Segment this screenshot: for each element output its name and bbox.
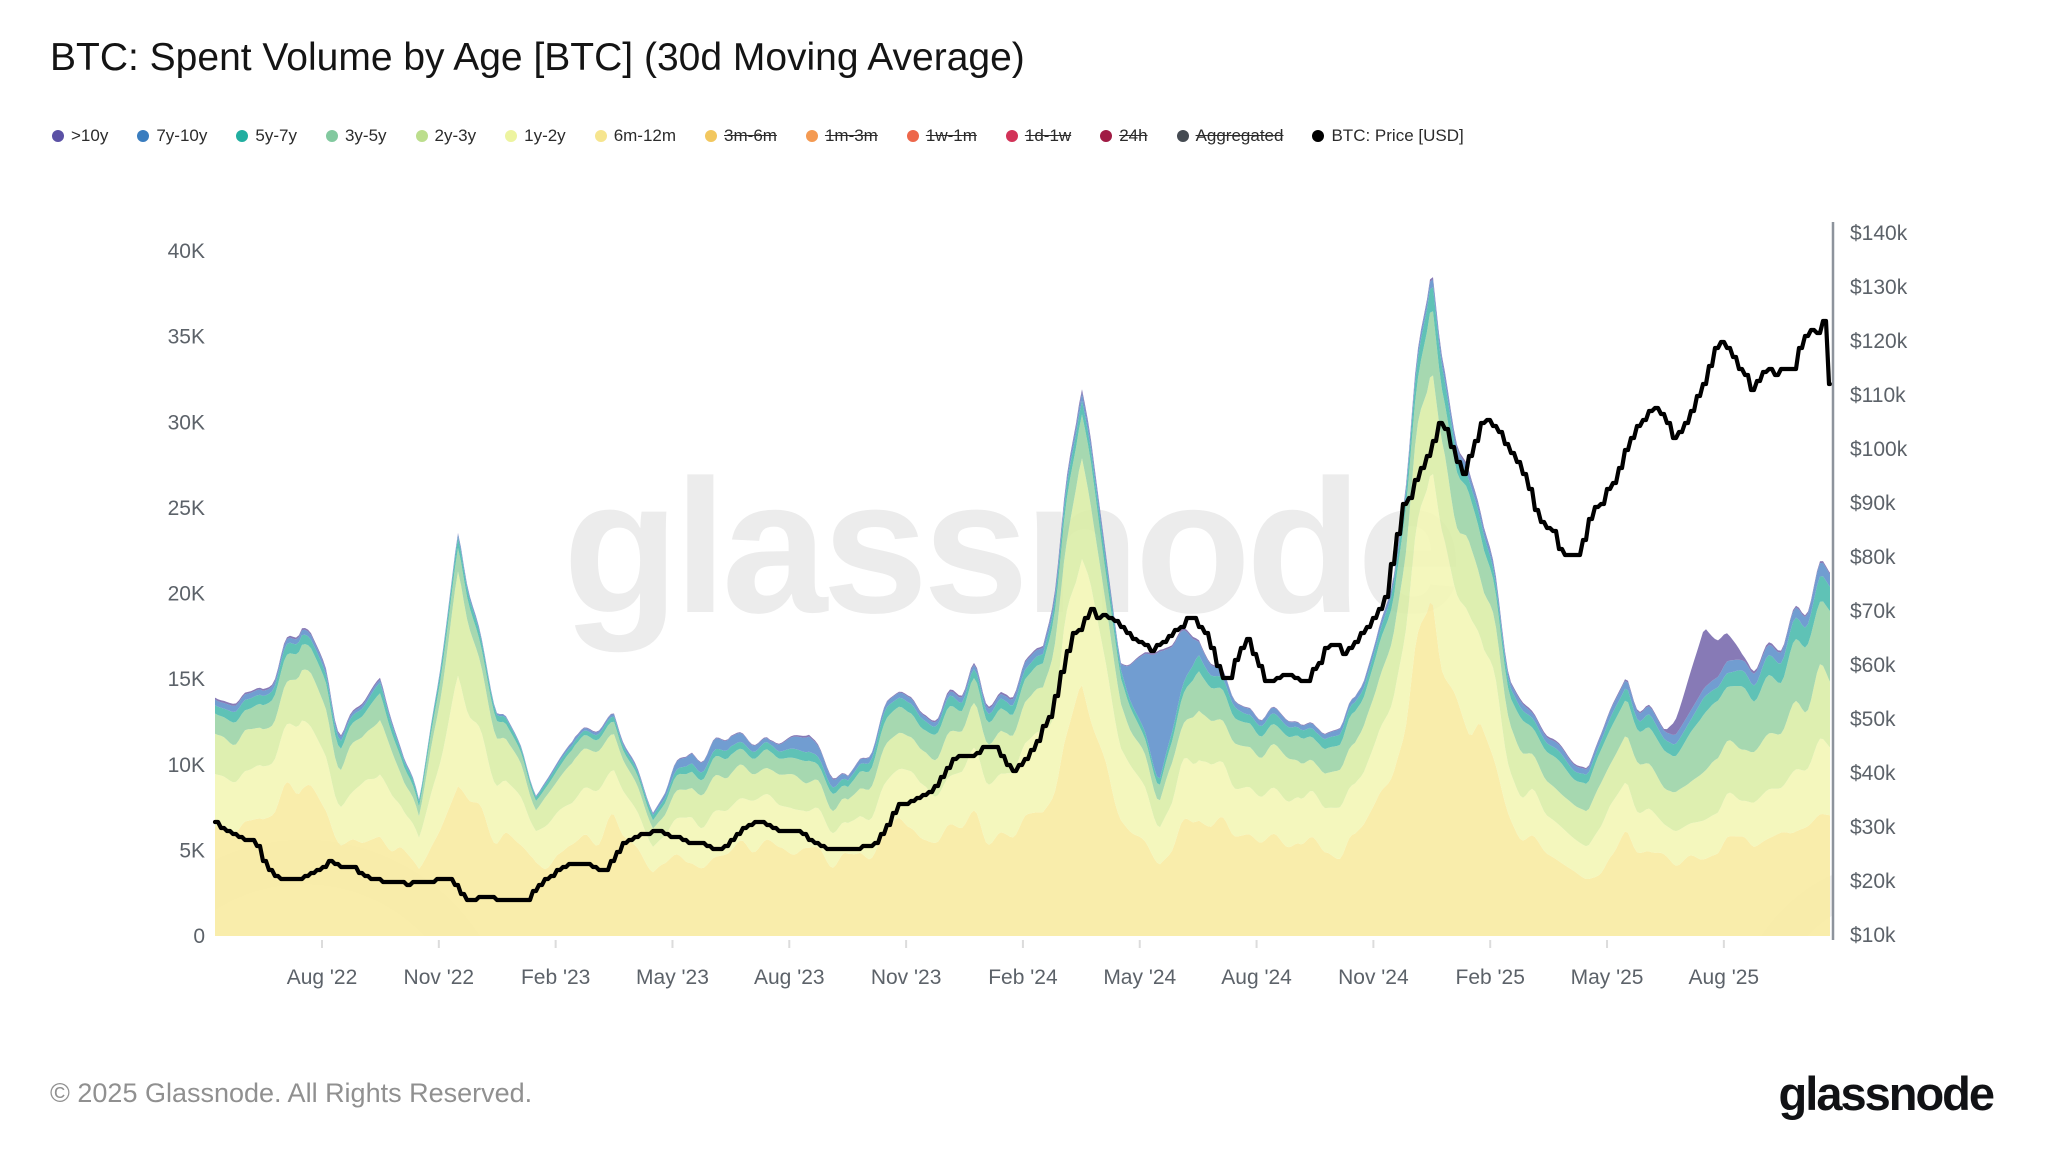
legend-item-3m-6m[interactable]: 3m-6m xyxy=(705,127,777,144)
x-axis-tick-label: Aug '23 xyxy=(754,966,825,989)
legend: >10y 7y-10y 5y-7y 3y-5y 2y-3y 1y-2y 6m-12m 3m-6… xyxy=(52,127,1464,144)
right-axis-tick-label: $90k xyxy=(1850,492,1896,515)
legend-label: 7y-10y xyxy=(156,126,208,145)
left-axis-tick-label: 35K xyxy=(168,326,205,349)
left-axis-tick-label: 15K xyxy=(168,668,205,691)
x-axis-tick-label: Nov '24 xyxy=(1338,966,1409,989)
legend-item-aggregated[interactable]: Aggregated xyxy=(1176,126,1284,145)
legend-label: Aggregated xyxy=(1195,126,1284,145)
x-axis-tick-label: Feb '24 xyxy=(988,966,1058,989)
legend-item-btc-price-usd-[interactable]: BTC: Price [USD] xyxy=(1312,126,1464,145)
x-axis-tick-label: Nov '23 xyxy=(871,966,942,989)
legend-dot-icon xyxy=(805,129,818,142)
right-axis-tick-label: $70k xyxy=(1850,600,1896,623)
left-axis-tick-label: 5K xyxy=(179,839,205,862)
right-axis-tick-label: $40k xyxy=(1850,762,1896,785)
legend-dot-icon xyxy=(505,129,518,142)
legend-label: 3y-5y xyxy=(344,126,387,145)
legend-label: 2y-3y xyxy=(434,126,477,145)
legend-dot-icon xyxy=(705,129,718,142)
right-axis-tick-label: $50k xyxy=(1850,708,1896,731)
watermark-text: glassnode xyxy=(563,441,1463,653)
legend-label: 1d-1w xyxy=(1024,126,1072,145)
right-axis-tick-label: $20k xyxy=(1850,870,1896,893)
area-band-2y-3y xyxy=(215,375,1830,847)
legend-label: >10y xyxy=(71,126,109,145)
legend-item-1y-2y[interactable]: 1y-2y xyxy=(505,127,566,144)
legend-label: 5y-7y xyxy=(255,126,297,145)
legend-label: 1w-1m xyxy=(925,126,977,145)
x-axis-tick-label: May '25 xyxy=(1571,966,1644,989)
left-axis-tick-label: 25K xyxy=(168,497,205,520)
right-axis-tick-label: $100k xyxy=(1850,438,1908,461)
legend-dot-icon xyxy=(415,129,428,142)
left-axis-tick-label: 40K xyxy=(168,240,205,263)
legend-item-5y-7y[interactable]: 5y-7y xyxy=(236,127,297,144)
legend-label: BTC: Price [USD] xyxy=(1331,126,1464,145)
x-axis-tick-label: Feb '25 xyxy=(1456,966,1525,989)
x-axis-tick-label: Aug '24 xyxy=(1221,966,1292,989)
legend-dot-icon xyxy=(137,129,150,142)
legend-label: 3m-6m xyxy=(724,126,777,145)
x-axis-tick-label: Aug '22 xyxy=(287,966,358,989)
legend-dot-icon xyxy=(1100,129,1113,142)
right-axis-tick-label: $140k xyxy=(1850,222,1908,245)
right-axis-tick-label: $120k xyxy=(1850,330,1908,353)
area-band-1y-2y xyxy=(215,474,1830,879)
left-axis-tick-label: 20K xyxy=(168,583,205,606)
legend-label: 24h xyxy=(1119,126,1148,145)
legend-dot-icon xyxy=(236,129,249,142)
x-axis-tick-label: Nov '22 xyxy=(404,966,475,989)
legend-dot-icon xyxy=(325,129,338,142)
x-axis-tick-label: May '24 xyxy=(1103,966,1176,989)
left-axis-tick-label: 10K xyxy=(168,754,205,777)
legend-dot-icon xyxy=(52,129,64,142)
price-line xyxy=(212,318,1833,903)
legend-item-6m-12m[interactable]: 6m-12m xyxy=(594,126,677,145)
left-axis-tick-label: 0 xyxy=(193,925,205,948)
legend-item-24h[interactable]: 24h xyxy=(1100,126,1148,145)
legend-item-1m-3m[interactable]: 1m-3m xyxy=(805,126,878,145)
copyright-text: © 2025 Glassnode. All Rights Reserved. xyxy=(50,1078,533,1108)
right-axis-tick-label: $80k xyxy=(1850,546,1896,569)
legend-item--10y[interactable]: >10y xyxy=(52,127,108,144)
legend-item-7y-10y[interactable]: 7y-10y xyxy=(137,127,207,144)
page-title: BTC: Spent Volume by Age [BTC] (30d Movi… xyxy=(50,36,1025,79)
legend-item-2y-3y[interactable]: 2y-3y xyxy=(415,126,477,145)
right-axis-tick-label: $30k xyxy=(1850,816,1896,839)
right-axis-tick-label: $10k xyxy=(1850,924,1896,947)
glassnode-logo: glassnode xyxy=(1778,1067,1995,1120)
legend-label: 1y-2y xyxy=(524,126,566,145)
legend-dot-icon xyxy=(594,129,607,142)
legend-dot-icon xyxy=(1312,129,1325,142)
right-axis-tick-label: $130k xyxy=(1850,276,1908,299)
x-axis-tick-label: May '23 xyxy=(636,966,709,989)
legend-item-3y-5y[interactable]: 3y-5y xyxy=(325,126,387,145)
area-band-3y-5y xyxy=(215,311,1830,829)
left-axis-tick-label: 30K xyxy=(168,411,205,434)
legend-dot-icon xyxy=(1176,129,1189,142)
right-axis-tick-label: $60k xyxy=(1850,654,1896,677)
right-axis-tick-label: $110k xyxy=(1850,384,1906,407)
legend-dot-icon xyxy=(906,129,919,142)
legend-label: 6m-12m xyxy=(613,126,677,145)
x-axis-tick-label: Feb '23 xyxy=(521,966,590,989)
legend-item-1w-1m[interactable]: 1w-1m xyxy=(906,126,977,145)
legend-label: 1m-3m xyxy=(824,126,878,145)
legend-dot-icon xyxy=(1005,129,1018,142)
x-axis-tick-label: Aug '25 xyxy=(1689,966,1760,989)
legend-item-1d-1w[interactable]: 1d-1w xyxy=(1005,126,1072,145)
